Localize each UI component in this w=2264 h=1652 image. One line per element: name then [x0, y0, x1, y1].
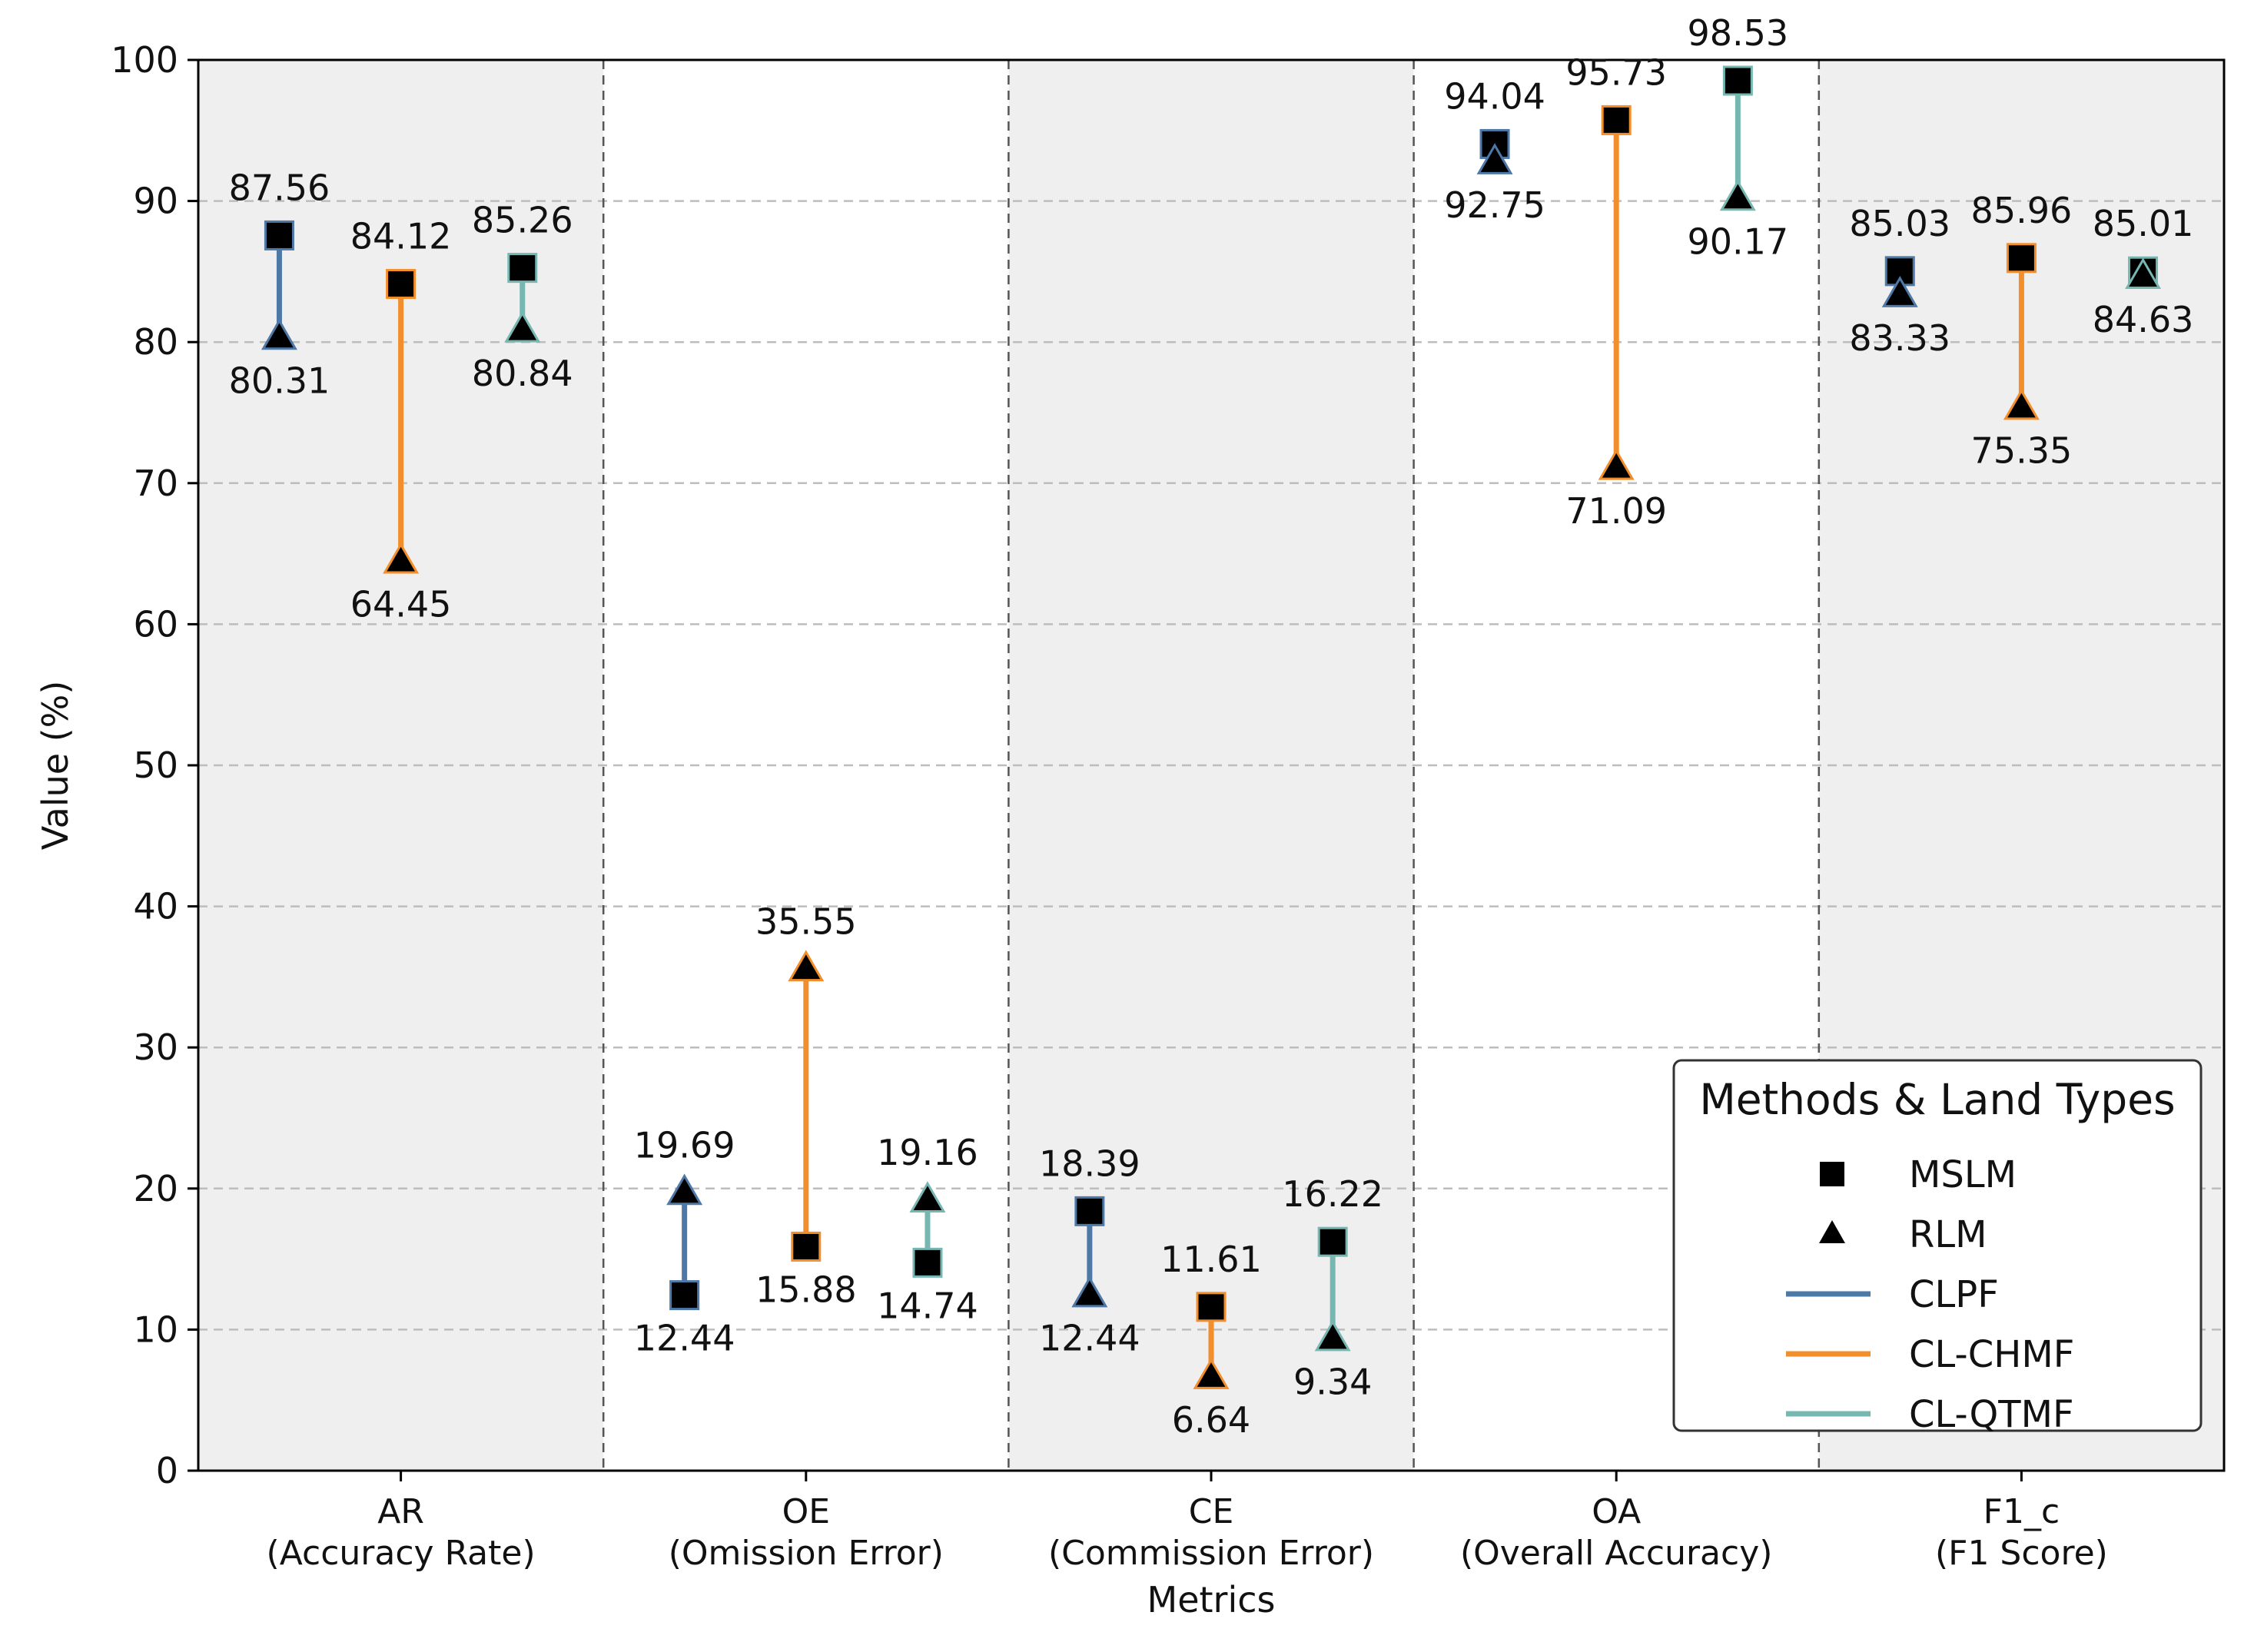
rlm-value-label: 92.75 — [1444, 184, 1545, 226]
rlm-value-label: 83.33 — [1849, 317, 1950, 359]
rlm-triangle-marker — [1314, 1319, 1351, 1352]
rlm-triangle-marker — [1476, 143, 1513, 174]
y-tick-label: 50 — [133, 745, 178, 786]
mslm-square-marker — [912, 1247, 943, 1278]
mslm-value-label: 84.12 — [350, 216, 452, 257]
rlm-triangle-marker — [1881, 276, 1918, 307]
data-marks — [261, 65, 2162, 1389]
y-tick-label: 70 — [133, 463, 178, 504]
mslm-value-label: 87.56 — [229, 167, 330, 208]
mslm-value-label: 15.88 — [755, 1269, 857, 1310]
rlm-value-label: 6.64 — [1172, 1399, 1250, 1441]
legend-title: Methods & Land Types — [1699, 1075, 2175, 1124]
mslm-square-marker — [1317, 1226, 1348, 1257]
rlm-value-label: 84.63 — [2093, 299, 2194, 340]
x-tick-sublabel: (Accuracy Rate) — [267, 1534, 536, 1573]
mslm-value-label: 85.01 — [2093, 203, 2194, 244]
rlm-value-label: 12.44 — [1039, 1318, 1140, 1359]
legend-triangle-icon — [1819, 1220, 1845, 1243]
rlm-value-label: 71.09 — [1565, 490, 1667, 532]
y-tick-label: 30 — [133, 1027, 178, 1068]
rlm-triangle-marker — [383, 542, 420, 574]
x-axis-ticks: AR(Accuracy Rate) OE(Omission Error) CE(Co… — [267, 1471, 2108, 1573]
mslm-square-marker — [1601, 104, 1632, 135]
rlm-value-label: 90.17 — [1688, 221, 1789, 262]
x-tick-sublabel: (Overall Accuracy) — [1460, 1534, 1772, 1573]
x-tick-label: F1_c — [1983, 1492, 2060, 1531]
mslm-value-label: 95.73 — [1565, 51, 1667, 93]
rlm-value-label: 19.69 — [634, 1124, 735, 1166]
y-axis-label: Value (%) — [35, 681, 76, 851]
rlm-triangle-marker — [666, 1173, 703, 1206]
mslm-square-marker — [1196, 1292, 1227, 1322]
y-tick-label: 90 — [133, 181, 178, 222]
rlm-triangle-marker — [909, 1181, 946, 1213]
rlm-triangle-marker — [2125, 257, 2162, 289]
legend-item-label: RLM — [1909, 1213, 1987, 1256]
legend-box — [1672, 1059, 2203, 1432]
x-tick-label: OA — [1592, 1492, 1641, 1531]
rlm-value-label: 64.45 — [350, 584, 452, 625]
data-labels: 87.56 80.31 12.44 19.69 18.39 12.44 94.04 92.75… — [229, 12, 2194, 1441]
rlm-triangle-marker — [2003, 388, 2040, 420]
rlm-triangle-marker — [1071, 1275, 1108, 1308]
x-tick-label: AR — [377, 1492, 424, 1531]
rlm-value-label: 35.55 — [755, 901, 857, 942]
mslm-square-marker — [791, 1231, 822, 1262]
rlm-triangle-marker — [504, 310, 541, 343]
rlm-triangle-marker — [788, 950, 825, 982]
legend-items: MSLM RLM CLPF CL-CHMF CL-QTMF — [1786, 1153, 2074, 1436]
x-axis-label: Metrics — [1147, 1579, 1276, 1620]
mslm-square-marker — [264, 220, 294, 250]
mslm-value-label: 85.03 — [1849, 203, 1950, 244]
mslm-value-label: 98.53 — [1688, 12, 1789, 54]
y-tick-label: 40 — [133, 886, 178, 927]
y-tick-label: 100 — [111, 39, 178, 81]
mslm-value-label: 16.22 — [1282, 1173, 1383, 1215]
y-tick-label: 10 — [133, 1309, 178, 1350]
mslm-square-marker — [1074, 1196, 1105, 1226]
x-tick-sublabel: (Commission Error) — [1048, 1534, 1374, 1573]
mslm-value-label: 12.44 — [634, 1318, 735, 1359]
x-tick-label: CE — [1189, 1492, 1234, 1531]
rlm-value-label: 80.84 — [472, 353, 573, 394]
legend-item-label: MSLM — [1909, 1153, 2017, 1196]
mslm-square-marker — [507, 253, 538, 284]
x-tick-sublabel: (Omission Error) — [669, 1534, 944, 1573]
mslm-value-label: 18.39 — [1039, 1143, 1140, 1184]
rlm-value-label: 80.31 — [229, 360, 330, 402]
legend-item-label: CL-QTMF — [1909, 1393, 2074, 1436]
legend-square-icon — [1820, 1162, 1844, 1186]
mslm-square-marker — [386, 269, 417, 300]
legend-item-label: CL-CHMF — [1909, 1333, 2074, 1376]
y-axis-ticks: 0 10 20 30 40 50 60 70 80 90 100 — [111, 39, 198, 1491]
rlm-value-label: 75.35 — [1971, 430, 2073, 472]
rlm-triangle-marker — [1598, 448, 1635, 480]
mslm-square-marker — [669, 1280, 700, 1311]
rlm-triangle-marker — [1193, 1358, 1230, 1389]
mslm-value-label: 85.96 — [1971, 190, 2073, 231]
mslm-square-marker — [1722, 65, 1753, 96]
y-tick-label: 80 — [133, 321, 178, 363]
y-tick-label: 20 — [133, 1168, 178, 1209]
rlm-value-label: 9.34 — [1293, 1362, 1372, 1403]
y-tick-label: 0 — [156, 1450, 178, 1491]
rlm-triangle-marker — [1719, 179, 1756, 211]
legend: Methods & Land Types MSLM RLM CLPF CL-CHMF C… — [1672, 1059, 2203, 1436]
x-tick-label: OE — [782, 1492, 830, 1531]
mslm-value-label: 11.61 — [1160, 1239, 1262, 1280]
rlm-triangle-marker — [261, 318, 297, 350]
mslm-value-label: 94.04 — [1444, 75, 1545, 117]
mslm-value-label: 14.74 — [877, 1285, 978, 1326]
x-tick-sublabel: (F1 Score) — [1935, 1534, 2108, 1573]
y-tick-label: 60 — [133, 603, 178, 645]
legend-item-label: CLPF — [1909, 1273, 1999, 1316]
mslm-square-marker — [2006, 243, 2037, 274]
mslm-value-label: 85.26 — [472, 200, 573, 241]
rlm-value-label: 19.16 — [877, 1132, 978, 1173]
